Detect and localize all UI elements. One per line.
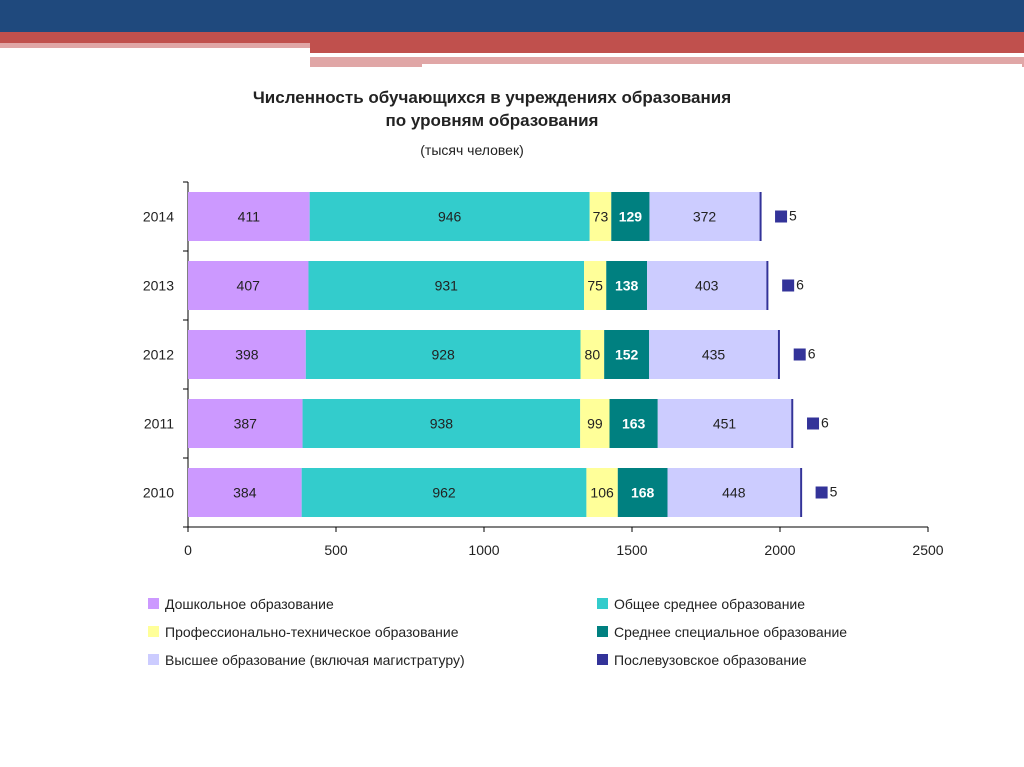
- legend-swatch: [597, 598, 608, 609]
- header-pink-band-left: [0, 43, 310, 48]
- y-tick-label: 2013: [143, 278, 174, 294]
- bar-segment: [188, 192, 310, 241]
- bar-segment: [649, 330, 778, 379]
- data-label: 106: [590, 485, 614, 501]
- bar-segment: [617, 468, 668, 517]
- data-label: 411: [238, 209, 261, 225]
- data-label: 75: [587, 278, 603, 294]
- data-label: 451: [713, 416, 737, 432]
- bar-segment: [305, 330, 581, 379]
- bar-segment: [759, 192, 762, 241]
- bar-segment: [584, 261, 607, 310]
- data-label: 387: [234, 416, 258, 432]
- data-label: 168: [631, 485, 655, 501]
- legend-label: Послевузовское образование: [614, 652, 807, 668]
- y-tick-label: 2010: [143, 485, 174, 501]
- x-tick-label: 1500: [616, 542, 647, 558]
- legend-label: Дошкольное образование: [165, 596, 334, 612]
- bar-segment: [188, 399, 303, 448]
- data-label: 152: [615, 347, 639, 363]
- legend-label: Профессионально-техническое образование: [165, 624, 459, 640]
- legend-swatch: [597, 626, 608, 637]
- bar-segment: [188, 468, 302, 517]
- chart-subtitle: (тысяч человек): [420, 142, 523, 158]
- bar-segment: [791, 399, 794, 448]
- data-label: 946: [438, 209, 462, 225]
- data-label: 928: [431, 347, 455, 363]
- data-label: 5: [789, 208, 797, 224]
- legend-swatch: [148, 654, 159, 665]
- data-label: 80: [585, 347, 601, 363]
- bar-segment: [649, 192, 760, 241]
- data-label: 448: [722, 485, 746, 501]
- header-white-stripe: [485, 53, 970, 57]
- bar-segment: [580, 399, 610, 448]
- bar-segment: [609, 399, 658, 448]
- data-label-marker: [793, 348, 806, 361]
- header-white-stripe-2: [422, 64, 1022, 67]
- data-label: 6: [808, 346, 816, 362]
- legend-label: Общее среднее образование: [614, 596, 805, 612]
- x-tick-label: 2500: [912, 542, 943, 558]
- bar-segment: [647, 261, 767, 310]
- bar-segment: [611, 192, 650, 241]
- data-label: 403: [695, 278, 719, 294]
- data-label: 372: [693, 209, 717, 225]
- data-label-marker: [782, 279, 795, 292]
- bar-segment: [667, 468, 801, 517]
- data-label: 938: [430, 416, 454, 432]
- chart-title-line2: по уровням образования: [386, 111, 599, 130]
- data-label-marker: [815, 486, 828, 499]
- y-tick-label: 2014: [143, 209, 174, 225]
- x-tick-label: 1000: [468, 542, 499, 558]
- legend-swatch: [148, 626, 159, 637]
- bar-segment: [302, 399, 581, 448]
- bar-segment: [309, 192, 590, 241]
- header-blue-band: [0, 0, 1024, 32]
- bar-segment: [606, 261, 648, 310]
- data-label: 6: [821, 415, 829, 431]
- data-label: 407: [237, 278, 261, 294]
- legend-swatch: [597, 654, 608, 665]
- bar-segment: [188, 261, 309, 310]
- legend-swatch: [148, 598, 159, 609]
- header-red-band: [0, 32, 1024, 43]
- data-label: 384: [233, 485, 257, 501]
- data-label: 962: [432, 485, 456, 501]
- data-label: 99: [587, 416, 603, 432]
- bar-segment: [580, 330, 605, 379]
- header-pink-band-right: [310, 57, 1024, 67]
- x-tick-label: 500: [324, 542, 348, 558]
- x-tick-label: 0: [184, 542, 192, 558]
- bar-segment: [657, 399, 792, 448]
- bar-segment: [308, 261, 585, 310]
- bar-segment: [800, 468, 803, 517]
- data-label: 163: [622, 416, 646, 432]
- data-label: 6: [796, 277, 804, 293]
- bar-segment: [586, 468, 618, 517]
- header-red-band-right: [310, 43, 1024, 53]
- bar-segment: [589, 192, 612, 241]
- data-label: 398: [235, 347, 259, 363]
- data-label: 138: [615, 278, 639, 294]
- data-label: 5: [830, 484, 838, 500]
- legend-label: Среднее специальное образование: [614, 624, 847, 640]
- bar-segment: [188, 330, 306, 379]
- data-label: 73: [593, 209, 609, 225]
- y-tick-label: 2011: [144, 416, 174, 432]
- data-label: 931: [435, 278, 459, 294]
- chart-title: Численность обучающихся в учреждениях об…: [253, 88, 731, 107]
- y-tick-label: 2012: [143, 347, 174, 363]
- data-label-marker: [775, 210, 788, 223]
- legend-label: Высшее образование (включая магистратуру…: [165, 652, 465, 668]
- data-label: 435: [702, 347, 726, 363]
- bar-segment: [604, 330, 650, 379]
- data-label: 129: [619, 209, 643, 225]
- bar-segment: [777, 330, 780, 379]
- bar-segment: [301, 468, 587, 517]
- bar-segment: [766, 261, 769, 310]
- data-label-marker: [807, 417, 820, 430]
- x-tick-label: 2000: [764, 542, 795, 558]
